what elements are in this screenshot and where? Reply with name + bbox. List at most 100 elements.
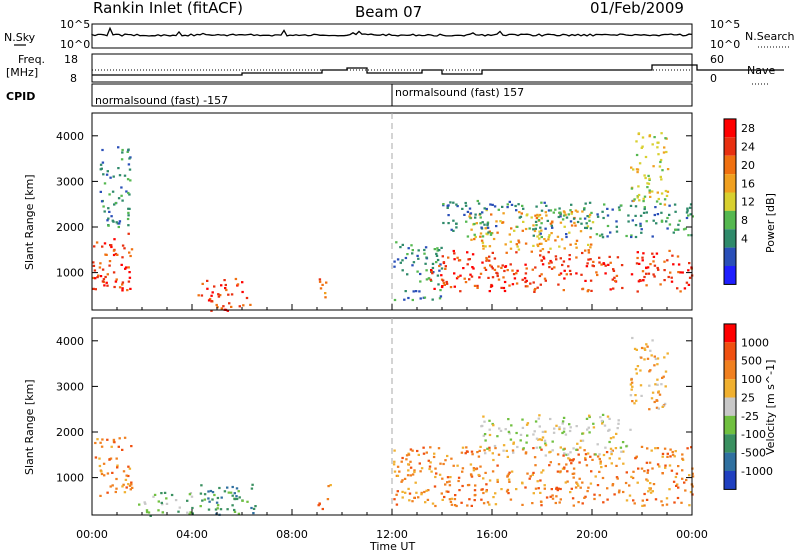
heatmap-cell (656, 378, 659, 381)
heatmap-cell (545, 496, 549, 499)
heatmap-cell (630, 234, 633, 237)
heatmap-cell (606, 207, 609, 210)
heatmap-cell (570, 487, 573, 490)
heatmap-cell (558, 245, 561, 248)
heatmap-cell (411, 298, 414, 302)
heatmap-cell (422, 452, 426, 455)
heatmap-cell (399, 261, 402, 264)
colorbar-swatch (724, 229, 736, 248)
heatmap-cell (604, 272, 607, 275)
heatmap-cell (622, 490, 625, 494)
heatmap-cell (651, 190, 654, 193)
heatmap-cell (642, 197, 645, 200)
heatmap-cell (433, 485, 437, 488)
heatmap-cell (613, 493, 616, 496)
heatmap-cell (484, 452, 487, 455)
heatmap-cell (526, 213, 529, 216)
heatmap-cell (540, 229, 543, 232)
heatmap-cell (599, 416, 602, 419)
heatmap-cell (603, 424, 607, 427)
heatmap-cell (549, 461, 552, 464)
heatmap-cell (440, 274, 443, 277)
heatmap-cell (656, 463, 660, 466)
heatmap-cell (468, 207, 472, 210)
heatmap-cell (506, 455, 509, 458)
heatmap-cell (203, 493, 207, 496)
heatmap-cell (509, 438, 513, 441)
heatmap-cell (641, 259, 644, 262)
heatmap-cell (538, 274, 542, 278)
heatmap-cell (676, 483, 679, 486)
heatmap-cell (548, 266, 551, 269)
heatmap-cell (485, 256, 488, 260)
frequency-series (92, 64, 784, 76)
heatmap-cell (400, 460, 403, 463)
heatmap-cell (419, 280, 422, 283)
heatmap-cell (490, 232, 493, 235)
heatmap-cell (629, 428, 632, 431)
heatmap-cell (568, 269, 572, 272)
heatmap-cell (121, 485, 124, 488)
heatmap-cell (450, 503, 454, 506)
heatmap-cell (208, 297, 212, 301)
heatmap-cell (123, 247, 126, 250)
heatmap-cell (118, 174, 122, 177)
heatmap-cell (491, 203, 494, 206)
power-colorbar-label: Power [dB] (764, 193, 777, 253)
heatmap-cell (144, 502, 147, 505)
heatmap-cell (231, 485, 234, 489)
heatmap-cell (201, 282, 204, 285)
heatmap-cell (423, 490, 426, 494)
heatmap-cell (487, 231, 490, 234)
heatmap-cell (423, 252, 426, 255)
heatmap-cell (94, 277, 97, 280)
heatmap-cell (524, 452, 528, 455)
heatmap-cell (647, 174, 650, 177)
heatmap-cell (659, 283, 662, 286)
heatmap-cell (649, 349, 652, 352)
heatmap-cell (672, 480, 676, 483)
heatmap-cell (507, 430, 511, 433)
heatmap-cell (634, 224, 638, 227)
heatmap-cell (442, 221, 445, 225)
heatmap-cell (630, 235, 633, 239)
heatmap-cell (641, 136, 645, 139)
heatmap-cell (436, 274, 440, 277)
heatmap-cell (249, 303, 252, 306)
heatmap-cell (550, 267, 554, 270)
heatmap-cell (486, 501, 490, 504)
heatmap-cell (557, 215, 560, 219)
heatmap-cell (590, 243, 593, 246)
heatmap-cell (501, 205, 504, 208)
heatmap-cell (680, 501, 683, 504)
heatmap-cell (491, 470, 495, 473)
heatmap-cell (442, 462, 445, 466)
heatmap-cell (441, 498, 444, 501)
heatmap-cell (528, 477, 531, 480)
heatmap-cell (532, 244, 535, 247)
heatmap-cell (467, 258, 470, 261)
heatmap-cell (252, 507, 256, 510)
heatmap-cell (550, 224, 553, 227)
heatmap-cell (622, 462, 625, 465)
heatmap-cell (396, 465, 400, 468)
heatmap-cell (439, 289, 442, 292)
heatmap-cell (393, 449, 396, 452)
heatmap-cell (238, 305, 241, 308)
heatmap-cell (645, 461, 649, 464)
heatmap-cell (611, 483, 615, 486)
colorbar-swatch (724, 210, 736, 230)
heatmap-cell (639, 214, 643, 217)
frequency-panel: Freq. [MHz] 18 8 60 0 Nave (6, 53, 784, 85)
heatmap-cell (668, 464, 672, 467)
heatmap-cell (92, 287, 95, 290)
heatmap-cell (107, 217, 110, 220)
heatmap-cell (631, 400, 634, 403)
heatmap-cell (506, 474, 509, 477)
heatmap-cell (608, 440, 611, 444)
colorbar-tick-label: 4 (741, 232, 748, 245)
heatmap-cell (640, 231, 643, 234)
heatmap-cell (640, 356, 643, 359)
